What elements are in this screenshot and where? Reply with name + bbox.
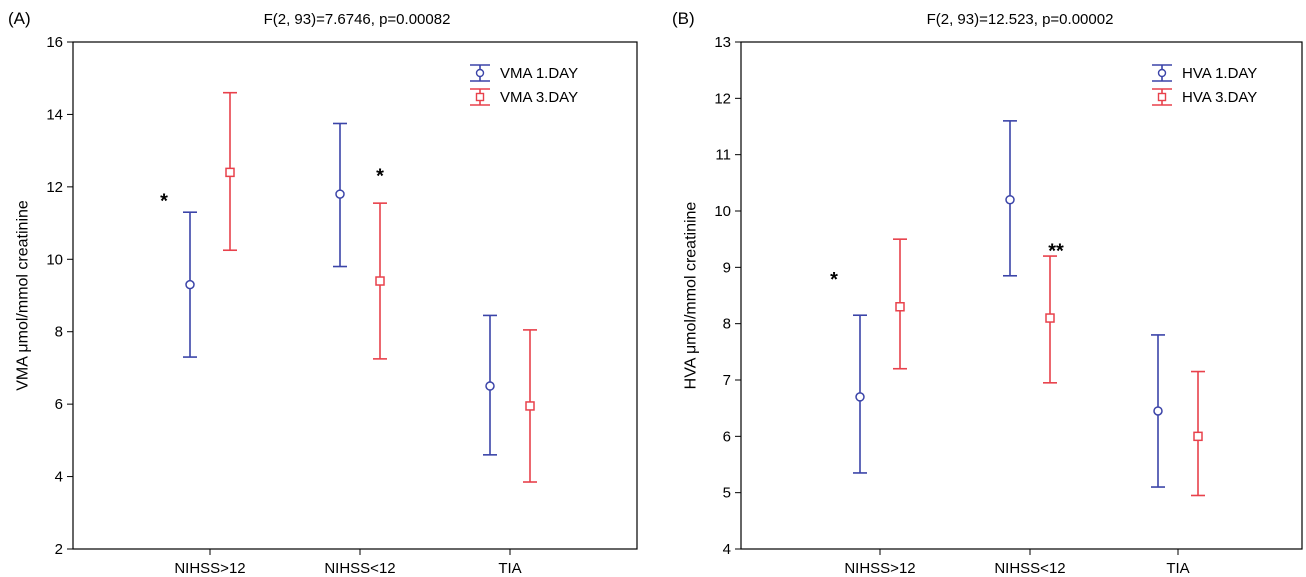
y-tick-label: 14: [46, 106, 63, 123]
mean-point: [525, 401, 535, 411]
plot-area: [740, 41, 1303, 550]
y-tick-label: 2: [55, 541, 63, 558]
x-tick-label: TIA: [498, 560, 521, 577]
chart-panel-b: (B) F(2, 93)=12.523, p=0.00002 4 5 6 7 8 9 10 11 1…: [672, 9, 1303, 577]
legend-label: HVA 1.DAY: [1182, 65, 1257, 82]
significance-marker: **: [1048, 241, 1064, 263]
chart-title: F(2, 93)=7.6746, p=0.00082: [264, 11, 451, 28]
legend-label: VMA 3.DAY: [500, 89, 578, 106]
y-tick-label: 10: [714, 203, 731, 220]
significance-marker: *: [160, 191, 168, 213]
series-day3: [893, 238, 1205, 497]
mean-point: [185, 279, 195, 290]
y-tick-label: 11: [715, 147, 731, 164]
mean-point: [375, 276, 385, 286]
panel-label: (B): [672, 9, 695, 28]
mean-point: [1193, 431, 1203, 442]
y-tick-label: 10: [46, 251, 63, 268]
mean-point: [1153, 406, 1163, 416]
y-tick-label: 8: [55, 324, 63, 341]
legend-marker: [1157, 92, 1167, 102]
x-tick-label: NIHSS<12: [994, 560, 1065, 577]
mean-point: [1045, 313, 1055, 323]
y-tick-label: 9: [723, 259, 731, 276]
mean-point: [485, 381, 495, 391]
mean-point: [855, 392, 865, 402]
legend-marker: [475, 92, 485, 102]
y-tick-label: 6: [55, 396, 63, 413]
series-day1: [183, 122, 497, 456]
y-tick-label: 6: [723, 428, 731, 445]
series-day3: [223, 91, 537, 483]
y-tick-label: 5: [723, 485, 731, 502]
legend-marker: [475, 68, 485, 78]
y-axis-label: VMA μmol/mmol creatinine: [15, 200, 32, 391]
y-tick-label: 12: [714, 90, 731, 107]
x-tick-label: NIHSS>12: [844, 560, 915, 577]
x-tick-label: NIHSS>12: [174, 560, 245, 577]
y-axis-label: HVA μmol/mmol creatinine: [683, 202, 700, 390]
panel-label: (A): [8, 9, 31, 28]
legend: HVA 1.DAY HVA 3.DAY: [1152, 64, 1257, 106]
y-tick-label: 16: [46, 34, 63, 51]
y-tick-label: 4: [55, 469, 63, 486]
y-tick-label: 7: [723, 372, 731, 389]
legend-label: HVA 3.DAY: [1182, 89, 1257, 106]
x-tick-label: NIHSS<12: [324, 560, 395, 577]
chart-title: F(2, 93)=12.523, p=0.00002: [927, 11, 1114, 28]
mean-point: [335, 189, 345, 199]
legend-marker: [1157, 68, 1167, 78]
mean-point: [225, 167, 235, 178]
y-tick-label: 13: [714, 34, 731, 51]
chart-panel-a: (A) F(2, 93)=7.6746, p=0.00082 2 4 6 8 10 12 14 1…: [8, 9, 638, 577]
x-tick-label: TIA: [1166, 560, 1189, 577]
legend: VMA 1.DAY VMA 3.DAY: [470, 64, 578, 106]
significance-marker: *: [830, 269, 838, 291]
plot-area: [72, 41, 638, 550]
series-day1: [853, 120, 1165, 488]
mean-point: [1005, 194, 1015, 205]
legend-label: VMA 1.DAY: [500, 65, 578, 82]
y-tick-label: 4: [723, 541, 731, 558]
y-tick-label: 8: [723, 316, 731, 333]
mean-point: [895, 302, 905, 312]
y-tick-label: 12: [46, 179, 63, 196]
significance-marker: *: [376, 165, 384, 187]
